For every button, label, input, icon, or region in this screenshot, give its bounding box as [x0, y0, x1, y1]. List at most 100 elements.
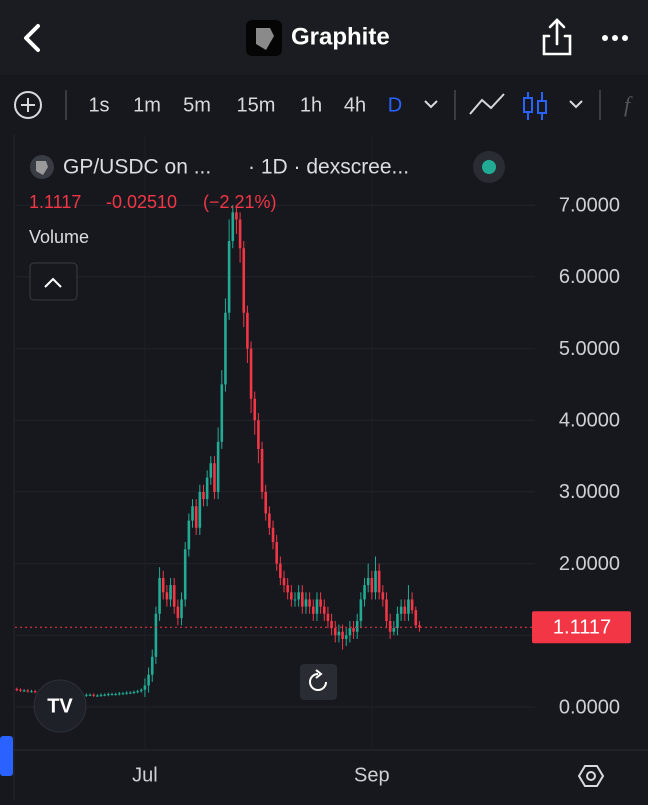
x-tick-label: Jul — [132, 764, 158, 786]
candle-body — [154, 613, 158, 657]
candle-body — [85, 694, 88, 696]
candle-body — [103, 694, 106, 696]
candle-body — [107, 694, 110, 696]
candle-body — [191, 506, 194, 521]
chart-area — [0, 135, 648, 800]
candle-body — [333, 628, 337, 636]
back-button[interactable] — [24, 24, 40, 52]
last-price-tag-label: 1.1117 — [553, 617, 611, 639]
add-indicator-button[interactable] — [14, 91, 42, 119]
candle-body — [399, 606, 403, 614]
volume-label: Volume — [29, 227, 89, 247]
interval-button[interactable]: 15m — [237, 94, 276, 116]
candle-body — [125, 692, 128, 694]
grid — [15, 135, 535, 750]
candle-body — [99, 694, 103, 696]
price-change-percent: (−2.21%) — [203, 192, 277, 212]
candle-body — [147, 674, 150, 686]
candle-body — [213, 463, 216, 492]
candle-body — [114, 694, 117, 696]
candle-body — [330, 620, 333, 629]
candle-body — [407, 599, 410, 614]
more-button[interactable] — [602, 35, 628, 41]
candle-body — [388, 620, 392, 632]
candle-body — [352, 628, 355, 632]
candle-body — [348, 628, 352, 636]
indicators-button[interactable]: f — [624, 92, 633, 117]
y-tick-label: 3.0000 — [559, 481, 620, 503]
share-button[interactable] — [542, 18, 572, 56]
x-tick-label: Sep — [354, 764, 390, 786]
candle-body — [377, 570, 381, 593]
candle-body — [172, 585, 176, 607]
candle-body — [403, 606, 407, 614]
candle-body — [202, 491, 205, 500]
y-tick-label: 2.0000 — [559, 553, 620, 575]
candle-body — [33, 691, 37, 693]
candle-body — [22, 690, 26, 692]
candle-body — [143, 685, 147, 690]
candle-body — [121, 693, 125, 695]
interval-dropdown[interactable] — [424, 100, 438, 109]
candle-body — [92, 694, 95, 696]
candle-body — [253, 398, 257, 421]
candle-body — [249, 348, 253, 399]
candle-chart-button[interactable] — [523, 92, 547, 120]
candle-body — [381, 592, 385, 600]
symbol-name[interactable]: GP/USDC on ... — [63, 156, 211, 179]
candle-body — [139, 689, 143, 692]
candle-body — [231, 212, 235, 242]
candle-body — [88, 694, 92, 696]
candle-body — [385, 599, 388, 621]
candle-body — [30, 691, 33, 693]
candle-body — [363, 585, 366, 600]
candle-body — [183, 549, 187, 600]
settings-button[interactable] — [577, 765, 605, 787]
candle-body — [275, 542, 278, 564]
interval-button[interactable]: 1h — [300, 94, 322, 116]
candle-body — [136, 691, 139, 693]
candle-body — [198, 491, 202, 528]
candle-body — [194, 506, 198, 528]
price-change: -0.02510 — [106, 192, 177, 212]
reset-icon — [309, 673, 327, 691]
line-chart-button[interactable] — [469, 93, 505, 115]
candle-body — [220, 384, 224, 442]
candle-body — [308, 599, 311, 607]
candle-body — [286, 585, 289, 593]
interval-button[interactable]: 5m — [183, 94, 211, 116]
candle-body — [315, 599, 319, 614]
collapse-icon — [44, 277, 62, 288]
candle-body — [279, 563, 282, 578]
tradingview-logo[interactable] — [33, 679, 87, 733]
collapse-button[interactable] — [29, 262, 78, 301]
interval-button[interactable]: 1s — [88, 94, 109, 116]
y-tick-label: 7.0000 — [559, 194, 620, 216]
last-price: 1.1117 — [29, 192, 81, 212]
candle-body — [165, 592, 169, 600]
candle-body — [282, 577, 286, 586]
candle-body — [359, 599, 363, 621]
settings-icon-center — [586, 771, 596, 781]
candle-body — [268, 513, 271, 528]
candle-body — [205, 477, 209, 500]
side-panel-tab[interactable] — [0, 736, 13, 776]
candle-body — [224, 312, 227, 385]
interval-button[interactable]: D — [388, 94, 402, 116]
interval-button[interactable]: 4h — [344, 94, 366, 116]
candle-body — [322, 606, 326, 614]
candle-body — [26, 690, 30, 692]
candle-body — [246, 312, 249, 349]
candle-body — [366, 577, 370, 586]
candle-body — [374, 570, 377, 593]
candle-body — [161, 577, 165, 593]
candle-body — [187, 520, 191, 550]
candle-body — [290, 592, 293, 600]
candle-body — [418, 625, 421, 628]
interval-button[interactable]: 1m — [133, 94, 161, 116]
candle-body — [128, 692, 132, 694]
chart-type-dropdown[interactable] — [569, 100, 583, 109]
reset-button[interactable] — [300, 664, 337, 700]
candle-body — [227, 241, 231, 313]
